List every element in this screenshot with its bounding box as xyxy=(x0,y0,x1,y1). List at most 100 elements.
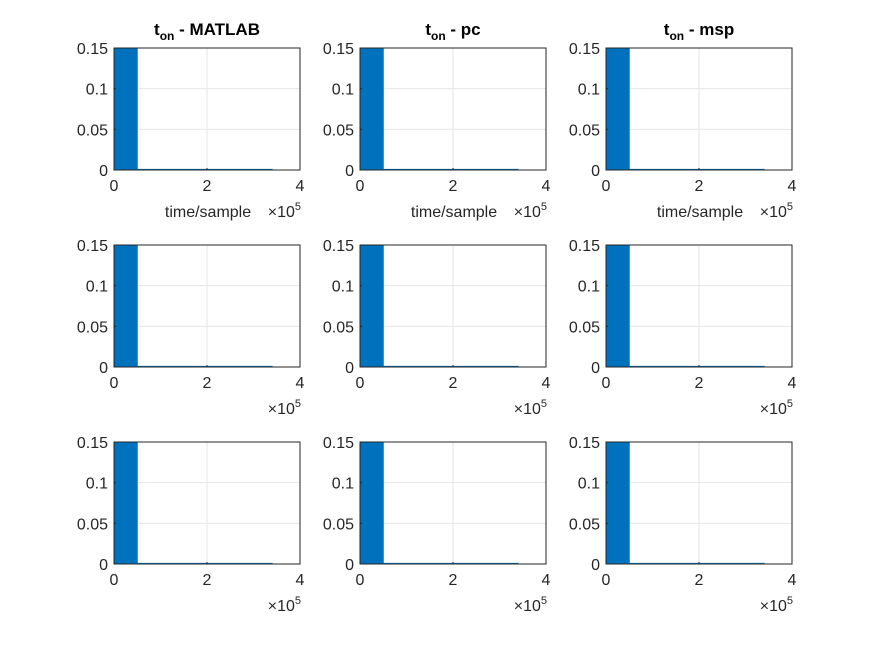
x-tick-label: 0 xyxy=(602,572,611,589)
y-tick-label: 0.05 xyxy=(77,319,108,336)
x-exponent-power: 5 xyxy=(541,595,547,607)
x-exponent-power: 5 xyxy=(295,595,301,607)
subplot-6: 0 2 4 0 0.05 0.1 0.15 ×105 xyxy=(569,238,797,418)
x-exponent-base: ×10 xyxy=(760,598,787,615)
y-tick-label: 0 xyxy=(99,163,108,180)
title-subscript: on xyxy=(160,29,175,43)
x-tick-label: 4 xyxy=(542,375,551,392)
x-exponent-power: 5 xyxy=(787,201,793,213)
x-tick-label: 4 xyxy=(296,375,305,392)
title-rest: - MATLAB xyxy=(174,20,260,39)
y-tick-label: 0.1 xyxy=(86,82,108,99)
x-exponent-label: ×105 xyxy=(760,201,793,221)
x-tick-label: 0 xyxy=(356,178,365,195)
y-tick-label: 0.05 xyxy=(569,122,600,139)
y-tick-label: 0 xyxy=(345,360,354,377)
y-tick-label: 0 xyxy=(99,557,108,574)
x-exponent-label: ×105 xyxy=(268,595,301,615)
subplot-2: 0 2 4 0 0.05 0.1 0.15 ton - pc time/sample ×105 xyxy=(323,20,551,221)
y-tick-label: 0.1 xyxy=(332,82,354,99)
subplot-4: 0 2 4 0 0.05 0.1 0.15 ×105 xyxy=(77,238,305,418)
y-tick-label: 0.15 xyxy=(569,435,600,452)
x-tick-label: 0 xyxy=(602,178,611,195)
title-subscript: on xyxy=(669,29,684,43)
title-rest: - msp xyxy=(684,20,734,39)
subplot-8: 0 2 4 0 0.05 0.1 0.15 ×105 xyxy=(323,435,551,615)
x-tick-label: 4 xyxy=(542,178,551,195)
x-exponent-label: ×105 xyxy=(760,595,793,615)
y-tick-label: 0.15 xyxy=(77,238,108,255)
title-main: t xyxy=(664,20,670,39)
x-exponent-base: ×10 xyxy=(760,401,787,418)
x-exponent-label: ×105 xyxy=(514,398,547,418)
x-exponent-power: 5 xyxy=(787,398,793,410)
x-exponent-power: 5 xyxy=(295,398,301,410)
x-tick-label: 4 xyxy=(296,178,305,195)
y-tick-label: 0.05 xyxy=(569,516,600,533)
x-tick-label: 0 xyxy=(602,375,611,392)
x-exponent-power: 5 xyxy=(541,398,547,410)
x-tick-label: 2 xyxy=(203,375,212,392)
x-exponent-base: ×10 xyxy=(514,204,541,221)
x-exponent-base: ×10 xyxy=(514,401,541,418)
x-exponent-label: ×105 xyxy=(268,201,301,221)
y-tick-label: 0.05 xyxy=(323,516,354,533)
x-tick-label: 0 xyxy=(110,572,119,589)
x-axis-label: time/sample xyxy=(411,204,497,221)
y-tick-label: 0.1 xyxy=(578,279,600,296)
title-rest: - pc xyxy=(446,20,481,39)
x-tick-label: 2 xyxy=(203,572,212,589)
title-main: t xyxy=(425,20,431,39)
x-exponent-label: ×105 xyxy=(514,201,547,221)
subplot-9: 0 2 4 0 0.05 0.1 0.15 ×105 xyxy=(569,435,797,615)
x-tick-label: 0 xyxy=(356,572,365,589)
subplot-title: ton - pc xyxy=(425,20,480,43)
x-tick-label: 2 xyxy=(449,178,458,195)
x-tick-label: 2 xyxy=(203,178,212,195)
subplot-1: 0 2 4 0 0.05 0.1 0.15 ton - MATLAB time/sample ×1… xyxy=(77,20,305,221)
y-tick-label: 0.05 xyxy=(77,516,108,533)
x-axis-label: time/sample xyxy=(165,204,251,221)
x-tick-label: 4 xyxy=(788,572,797,589)
x-exponent-label: ×105 xyxy=(514,595,547,615)
x-tick-label: 2 xyxy=(449,572,458,589)
y-tick-label: 0 xyxy=(591,360,600,377)
subplot-3: 0 2 4 0 0.05 0.1 0.15 ton - msp time/sample ×105 xyxy=(569,20,797,221)
x-tick-label: 2 xyxy=(695,178,704,195)
subplot-title: ton - msp xyxy=(664,20,734,43)
x-exponent-base: ×10 xyxy=(760,204,787,221)
y-tick-label: 0 xyxy=(345,557,354,574)
y-tick-label: 0 xyxy=(591,163,600,180)
subplot-5: 0 2 4 0 0.05 0.1 0.15 ×105 xyxy=(323,238,551,418)
x-exponent-label: ×105 xyxy=(268,398,301,418)
x-tick-label: 2 xyxy=(695,375,704,392)
y-tick-label: 0.1 xyxy=(86,279,108,296)
x-exponent-base: ×10 xyxy=(514,598,541,615)
y-tick-label: 0.15 xyxy=(569,41,600,58)
x-exponent-base: ×10 xyxy=(268,598,295,615)
x-tick-label: 2 xyxy=(695,572,704,589)
x-exponent-label: ×105 xyxy=(760,398,793,418)
x-tick-label: 0 xyxy=(110,178,119,195)
y-tick-label: 0.05 xyxy=(323,122,354,139)
x-tick-label: 4 xyxy=(296,572,305,589)
y-tick-label: 0 xyxy=(345,163,354,180)
title-main: t xyxy=(154,20,160,39)
y-tick-label: 0 xyxy=(99,360,108,377)
y-tick-label: 0.05 xyxy=(77,122,108,139)
subplot-title: ton - MATLAB xyxy=(154,20,260,43)
y-tick-label: 0.15 xyxy=(323,435,354,452)
y-tick-label: 0.1 xyxy=(332,279,354,296)
x-tick-label: 4 xyxy=(788,375,797,392)
y-tick-label: 0.15 xyxy=(77,41,108,58)
y-tick-label: 0.1 xyxy=(86,476,108,493)
y-tick-label: 0.15 xyxy=(77,435,108,452)
y-tick-label: 0.1 xyxy=(578,82,600,99)
subplot-7: 0 2 4 0 0.05 0.1 0.15 ×105 xyxy=(77,435,305,615)
y-tick-label: 0.05 xyxy=(569,319,600,336)
y-tick-label: 0.1 xyxy=(578,476,600,493)
y-tick-label: 0.15 xyxy=(323,238,354,255)
x-exponent-power: 5 xyxy=(787,595,793,607)
x-exponent-power: 5 xyxy=(541,201,547,213)
